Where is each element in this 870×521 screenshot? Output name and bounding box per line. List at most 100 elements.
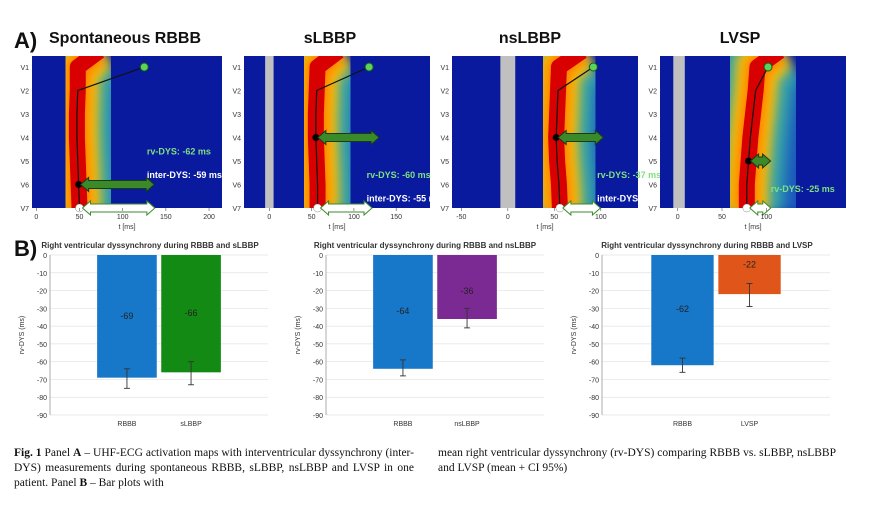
inter-dys-arrow — [749, 199, 772, 217]
y-tick-label: V4 — [440, 136, 449, 143]
y-tick-label: V7 — [232, 206, 241, 213]
x-axis-label: t [ms] — [744, 224, 761, 231]
y-tick-label: V2 — [648, 89, 657, 96]
y-tick-label: 0 — [319, 253, 323, 260]
caption-panel-b: B — [79, 477, 88, 489]
inter-dys-arrow — [562, 199, 602, 217]
inter-dys-label: inter-DYS: -22 ms — [771, 208, 846, 218]
y-tick-label: -30 — [37, 306, 47, 313]
y-tick-label: -20 — [37, 289, 47, 296]
x-tick-label: 150 — [390, 214, 402, 221]
rv-end-marker — [588, 62, 598, 72]
rv-start-marker — [75, 181, 83, 188]
y-tick-label: -20 — [313, 289, 323, 296]
category-label: RBBB — [393, 421, 412, 428]
y-tick-label: V6 — [440, 183, 449, 190]
y-tick-label: V4 — [20, 136, 29, 143]
inter-dys-arrow — [81, 199, 156, 217]
y-tick-label: -60 — [37, 360, 47, 367]
inter-dys-label: inter-DYS: -59 ms — [147, 170, 222, 180]
figure-caption-left: Fig. 1 Panel A – UHF-ECG activation maps… — [14, 446, 414, 491]
y-tick-label: -70 — [313, 377, 323, 384]
y-tick-label: V4 — [232, 136, 241, 143]
y-tick-label: -90 — [313, 413, 323, 420]
y-tick-label: -60 — [589, 360, 599, 367]
y-tick-label: V6 — [20, 183, 29, 190]
rv-dys-arrow — [79, 176, 156, 193]
heatmap-title-lvsp: LVSP — [719, 30, 761, 47]
category-label: nsLBBP — [454, 421, 480, 428]
x-tick-label: 0 — [34, 214, 38, 221]
caption-text-1: Panel — [41, 447, 74, 459]
bar-value-label: -64 — [396, 306, 409, 316]
y-tick-label: V1 — [648, 65, 657, 72]
x-tick-label: 0 — [267, 214, 271, 221]
bar-chart-title-lvsp: Right ventricular dyssynchrony during RB… — [601, 241, 813, 250]
inter-dys-label: inter-DYS: -55 ms — [367, 194, 442, 204]
bar-chart-rbbb-lvsp: 0 -10 -20 -30 -40 -50 -60 -70 -80 -90 rv-DYS (ms) -… — [571, 253, 830, 428]
caption-panel-a: A — [73, 447, 82, 459]
pacing-artifact-stripe — [673, 56, 685, 208]
y-axis-label: rv-DYS (ms) — [571, 316, 578, 355]
x-axis-label: t [ms] — [118, 224, 135, 231]
y-tick-label: -40 — [313, 324, 323, 331]
rv-start-marker — [552, 134, 560, 141]
figure-number: Fig. 1 — [14, 447, 42, 459]
y-tick-label: -40 — [589, 324, 599, 331]
y-tick-label: -30 — [589, 306, 599, 313]
inter-dys-arrow — [319, 199, 373, 217]
rv-dys-label: rv-DYS: -37 ms — [597, 170, 661, 180]
bar-chart-title-nslbbp: Right ventricular dyssynchrony during RB… — [313, 241, 537, 250]
rv-dys-label: rv-DYS: -60 ms — [367, 170, 431, 180]
y-tick-label: -50 — [313, 342, 323, 349]
panel-b-label: B) — [14, 236, 38, 261]
caption-text-2: – UHF-ECG activation maps with intervent… — [14, 447, 414, 489]
bar — [651, 255, 714, 366]
y-tick-label: V2 — [20, 89, 29, 96]
y-tick-label: V5 — [440, 159, 449, 166]
y-tick-label: -80 — [313, 395, 323, 402]
x-axis-label: t [ms] — [536, 224, 553, 231]
x-axis-label: t [ms] — [328, 224, 345, 231]
bar — [161, 255, 221, 373]
activation-map-nslbbp: rv-DYS: -37 ms inter-DYS: -34 ms V1 V2 V3 V4 V… — [440, 56, 672, 231]
y-tick-label: -60 — [313, 360, 323, 367]
x-tick-label: 100 — [595, 214, 607, 221]
x-tick-label: 100 — [760, 214, 772, 221]
y-tick-label: -50 — [589, 342, 599, 349]
bar-value-label: -62 — [676, 304, 689, 314]
bar-value-label: -69 — [120, 311, 133, 321]
activation-line — [746, 66, 769, 208]
bar-value-label: -36 — [461, 286, 474, 296]
activation-map-rbbb: rv-DYS: -62 ms inter-DYS: -59 ms V1 V2 V3 V4 V… — [20, 56, 222, 231]
y-tick-label: V3 — [232, 112, 241, 119]
category-label: sLBBP — [180, 421, 202, 428]
y-tick-label: -10 — [313, 271, 323, 278]
bar-chart-rbbb-slbbp: 0 -10 -20 -30 -40 -50 -60 -70 -80 -90 rv-DYS (ms) -… — [19, 253, 268, 428]
x-tick-label: -50 — [456, 214, 466, 221]
rv-dys-label: rv-DYS: -62 ms — [147, 147, 211, 157]
bar-value-label: -66 — [185, 308, 198, 318]
pacing-artifact-stripe — [500, 56, 516, 208]
x-tick-label: 50 — [76, 214, 84, 221]
rv-dys-arrow — [749, 152, 772, 170]
rv-end-marker — [364, 62, 374, 72]
x-tick-label: 200 — [203, 214, 215, 221]
y-tick-label: -90 — [589, 413, 599, 420]
heatmap-title-rbbb: Spontaneous RBBB — [49, 30, 201, 47]
y-tick-label: V1 — [232, 65, 241, 72]
x-tick-label: 0 — [676, 214, 680, 221]
bar — [373, 255, 433, 369]
y-tick-label: -70 — [37, 377, 47, 384]
category-label: LVSP — [741, 421, 759, 428]
y-tick-label: V5 — [648, 159, 657, 166]
y-tick-label: -70 — [589, 377, 599, 384]
y-axis-label: rv-DYS (ms) — [19, 316, 26, 355]
y-tick-label: -10 — [589, 271, 599, 278]
panel-a-label: A) — [14, 28, 38, 53]
activation-map-slbbp: rv-DYS: -60 ms inter-DYS: -55 ms V1 V2 V3 V4 V… — [232, 56, 442, 231]
y-tick-label: V3 — [648, 112, 657, 119]
y-tick-label: V5 — [20, 159, 29, 166]
y-tick-label: -20 — [589, 289, 599, 296]
caption-text-3: – Bar plots with — [87, 477, 164, 489]
